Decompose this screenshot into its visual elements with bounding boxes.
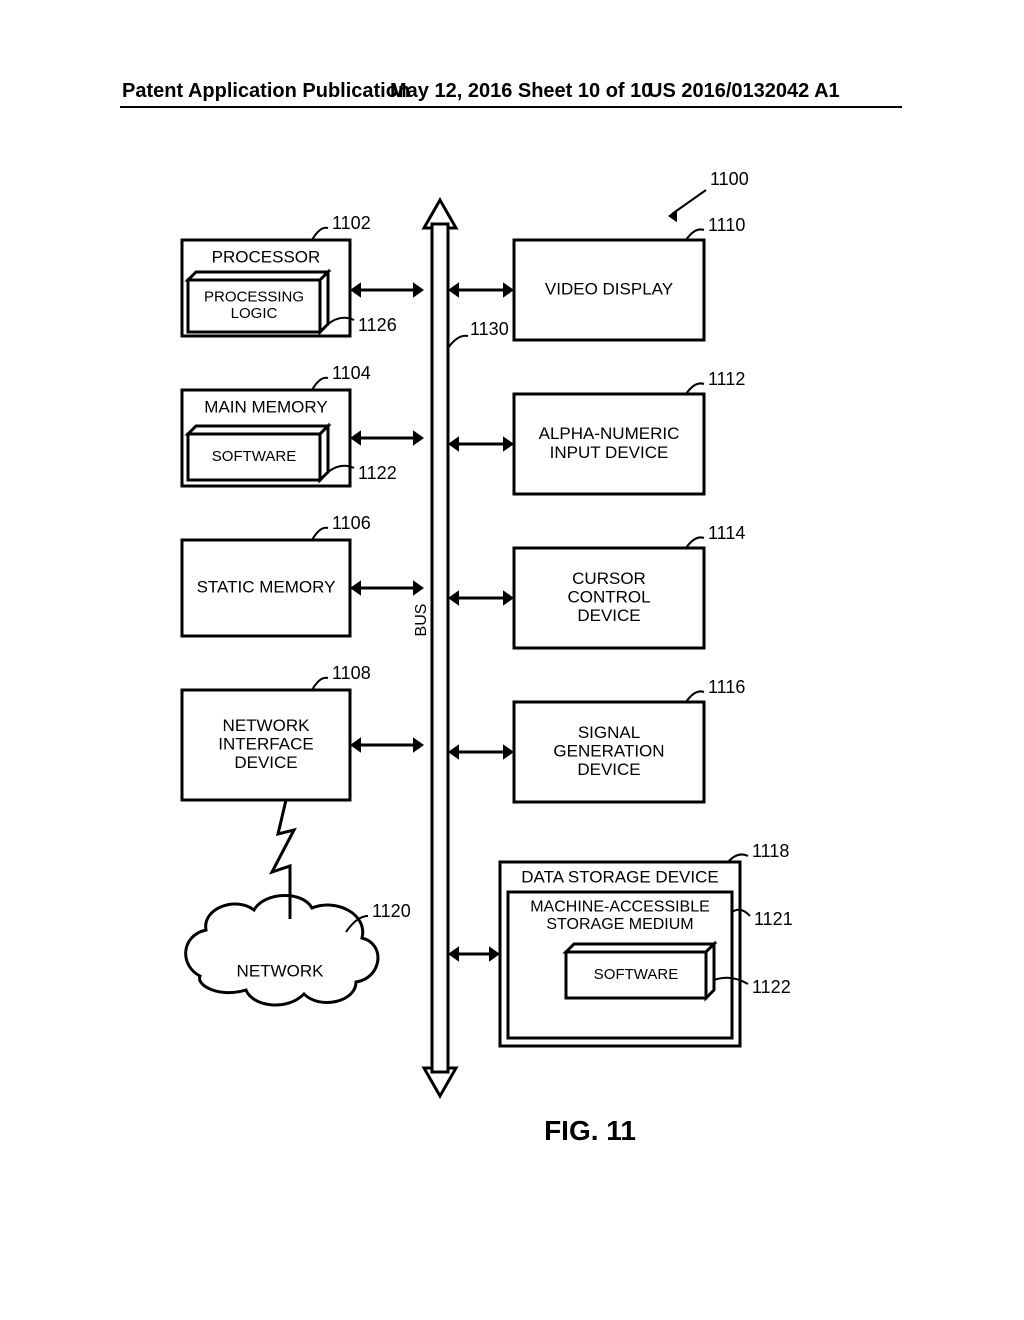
label: 1126 [358,315,397,335]
label: 1102 [332,213,371,233]
arrowhead [489,946,500,961]
arrowhead [503,282,514,297]
arrowhead [350,430,361,445]
label: 1114 [708,523,745,543]
label: 1120 [372,901,411,921]
label: CONTROL [567,587,650,606]
label: 1100 [710,169,749,189]
label: LOGIC [231,305,278,322]
arrowhead [413,737,424,752]
arrowhead [350,737,361,752]
label: 1122 [358,463,397,483]
leader [686,229,704,240]
label: NETWORK [237,961,325,980]
leader [312,678,328,690]
leader [686,691,704,702]
leader [312,528,328,540]
label: CURSOR [572,569,646,588]
arrowhead [668,210,677,223]
label: MACHINE-ACCESSIBLE [530,898,710,915]
arrowhead [413,282,424,297]
label: 1106 [332,513,371,533]
bus-label: BUS [413,604,430,637]
arrowhead [503,436,514,451]
label: SOFTWARE [594,966,678,983]
label: 1104 [332,363,371,383]
arrowhead [413,580,424,595]
label: ALPHA-NUMERIC [539,424,680,443]
label: SIGNAL [578,723,640,742]
label: 1121 [754,909,793,929]
leader [686,537,704,548]
sys-leader [672,190,706,214]
label: DATA STORAGE DEVICE [521,867,718,886]
label: GENERATION [553,741,664,760]
label: 1108 [332,663,371,683]
arrowhead [350,580,361,595]
label: STORAGE MEDIUM [546,916,693,933]
arrowhead [448,590,459,605]
arrowhead [448,946,459,961]
arrowhead [448,744,459,759]
figure-svg: BUS 1130 1100 PROCESSOR PROCESSINGLOGIC 1126 1… [0,0,1024,1320]
label: PROCESSING [204,289,304,306]
label: PROCESSOR [212,247,321,266]
label: 1130 [470,319,509,339]
arrowhead [350,282,361,297]
arrowhead [503,590,514,605]
label: 1122 [752,977,791,997]
label: DEVICE [234,753,297,772]
label: SOFTWARE [212,448,296,465]
label: INPUT DEVICE [550,443,669,462]
arrowhead [448,436,459,451]
label: DEVICE [577,760,640,779]
label: VIDEO DISPLAY [545,279,673,298]
arrowhead [448,282,459,297]
label: 1116 [708,677,745,697]
arrowhead [413,430,424,445]
label: NETWORK [223,716,311,735]
bus-arrow-down [424,1068,456,1096]
label: 1118 [752,841,789,861]
figure-title: FIG. 11 [544,1115,636,1146]
label: DEVICE [577,606,640,625]
bus-arrow-up [424,200,456,228]
page: Patent Application Publication May 12, 2… [0,0,1024,1320]
network-cloud [186,895,378,1005]
arrowhead [503,744,514,759]
label: MAIN MEMORY [204,397,327,416]
leader [448,336,468,348]
leader [312,228,328,240]
label: STATIC MEMORY [197,577,336,596]
label: 1110 [708,215,745,235]
label: 1112 [708,369,745,389]
label: INTERFACE [218,734,313,753]
leader [686,383,704,394]
leader [312,378,328,390]
